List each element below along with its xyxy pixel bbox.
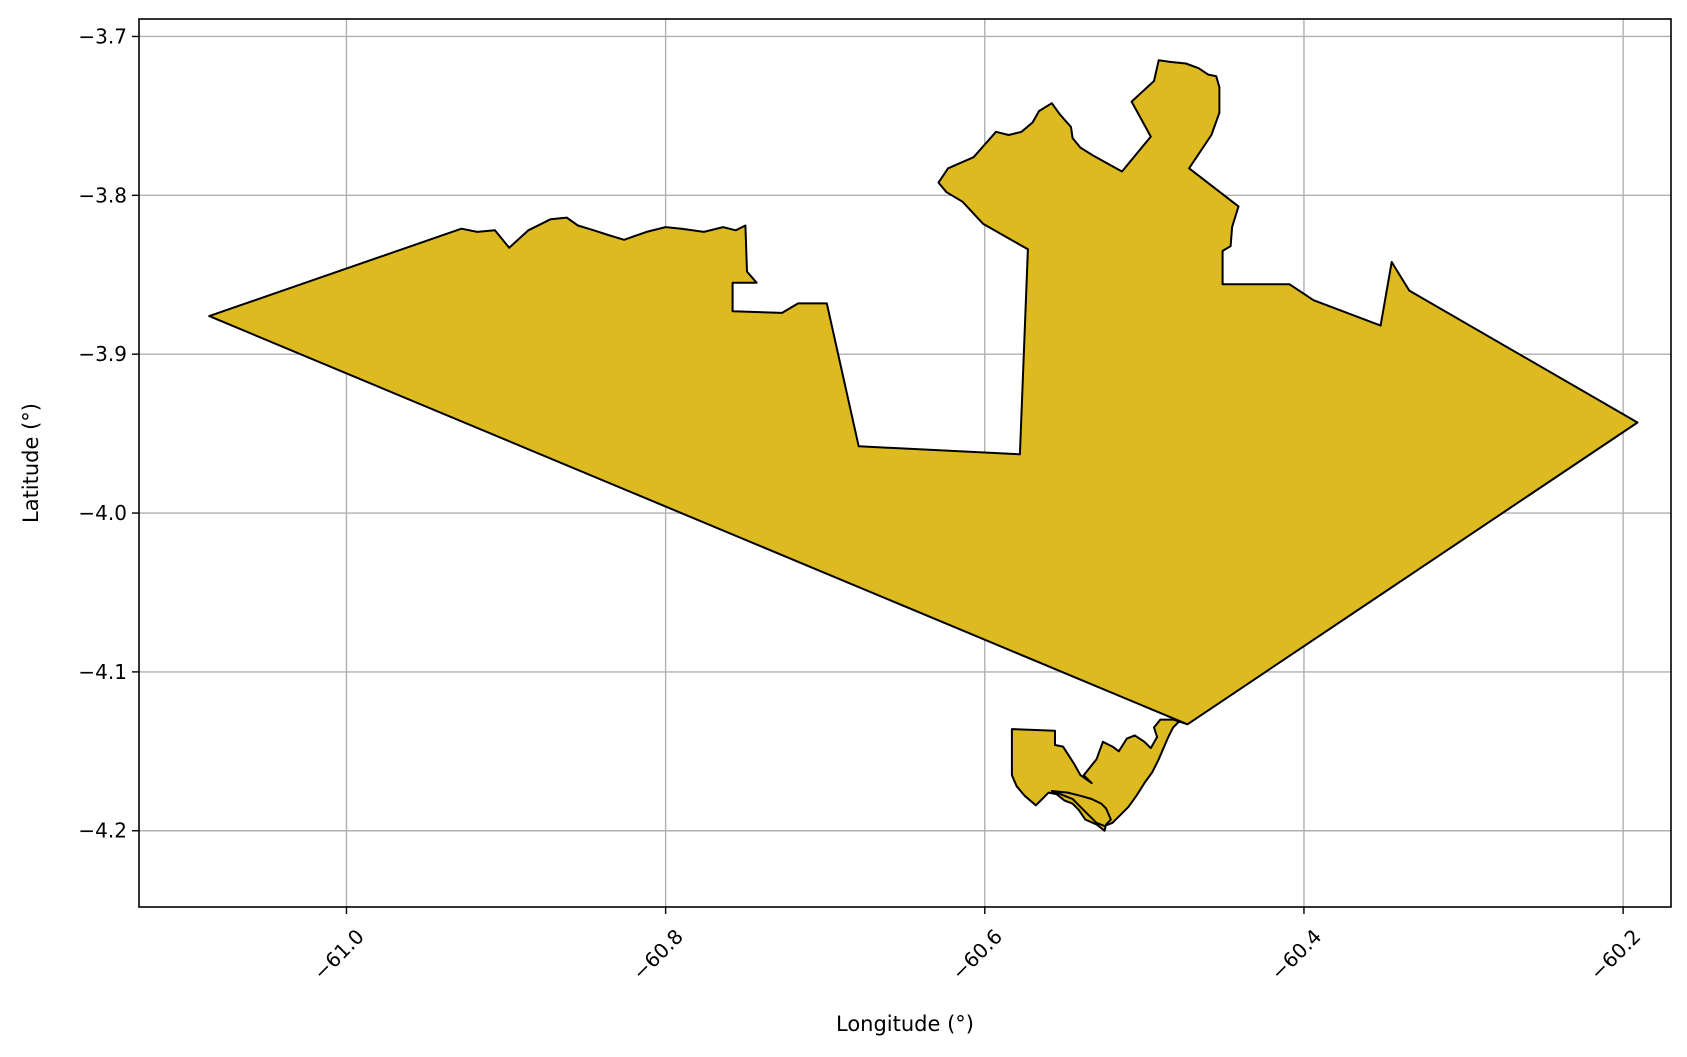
y-tick-label-5: −4.2 [78, 819, 127, 843]
y-axis-label: Latitude (°) [19, 403, 43, 523]
axes-frame [138, 18, 1672, 908]
y-tick-label-0: −3.7 [78, 24, 127, 48]
y-tick-label-2: −3.9 [78, 342, 127, 366]
y-tick-label-4: −4.1 [78, 660, 127, 684]
region-polygon [208, 59, 1639, 832]
y-axis-ticks: −3.7 −3.8 −3.9 −4.0 −4.1 −4.2 [78, 24, 139, 843]
y-tick-label-1: −3.8 [78, 183, 127, 207]
y-tick-label-3: −4.0 [78, 501, 127, 525]
x-axis-label: Longitude (°) [836, 1012, 974, 1036]
